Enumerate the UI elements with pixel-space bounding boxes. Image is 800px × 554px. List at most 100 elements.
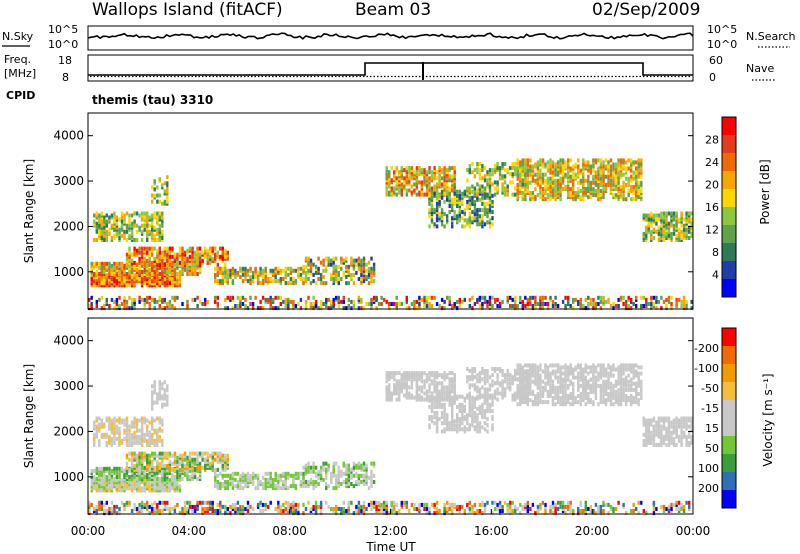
echo-cell <box>453 375 456 380</box>
echo-cell <box>531 306 535 311</box>
echo-cell <box>158 199 161 204</box>
echo-cell <box>128 252 131 257</box>
echo-cell <box>443 395 446 400</box>
echo-cell <box>151 221 154 226</box>
echo-cell <box>662 227 666 232</box>
echo-cell <box>582 187 585 191</box>
echo-cell <box>110 277 114 282</box>
echo-cell <box>690 211 693 216</box>
echo-cell <box>95 488 98 493</box>
echo-cell <box>476 195 479 200</box>
echo-cell <box>423 371 426 376</box>
echo-cell <box>526 297 529 302</box>
echo-cell <box>491 204 494 208</box>
echo-cell <box>171 475 174 479</box>
echo-cell <box>657 299 661 304</box>
echo-cell <box>143 436 146 441</box>
echo-cell <box>619 168 623 173</box>
echo-cell <box>572 178 575 183</box>
echo-cell <box>443 375 446 380</box>
echo-cell <box>503 387 507 392</box>
echo-cell <box>105 432 108 437</box>
echo-cell <box>453 394 456 399</box>
echo-cell <box>191 459 194 464</box>
echo-cell <box>259 480 262 484</box>
echo-cell <box>95 304 98 308</box>
echo-cell <box>637 168 640 173</box>
echo-cell <box>292 302 295 306</box>
echo-cell <box>531 379 535 384</box>
echo-cell <box>534 302 537 306</box>
echo-cell <box>645 213 648 218</box>
echo-cell <box>128 451 131 456</box>
echo-cell <box>143 256 146 261</box>
echo-cell <box>680 236 683 240</box>
echo-cell <box>632 191 635 195</box>
echo-cell <box>521 304 524 308</box>
echo-cell <box>372 461 376 466</box>
echo-cell <box>309 465 313 470</box>
echo-cell <box>526 392 529 396</box>
echo-cell <box>204 463 207 468</box>
echo-cell <box>425 170 429 175</box>
echo-cell <box>261 268 265 273</box>
echo-cell <box>551 178 555 183</box>
echo-cell <box>672 217 676 222</box>
echo-cell <box>115 418 119 423</box>
echo-cell <box>400 188 403 193</box>
echo-cell <box>536 193 540 198</box>
echo-cell <box>151 283 154 288</box>
echo-cell <box>193 256 197 261</box>
echo-cell <box>569 168 572 173</box>
echo-cell <box>178 260 182 265</box>
echo-cell <box>337 465 340 470</box>
echo-cell <box>261 486 265 491</box>
echo-cell <box>370 279 373 284</box>
echo-cell <box>125 299 129 304</box>
echo-cell <box>519 367 522 372</box>
echo-cell <box>337 281 340 286</box>
echo-cell <box>393 186 396 191</box>
echo-cell <box>133 416 136 421</box>
echo-cell <box>365 465 368 470</box>
echo-cell <box>332 302 335 306</box>
echo-cell <box>425 377 429 382</box>
echo-cell <box>632 187 635 191</box>
echo-cell <box>113 477 116 481</box>
echo-cell <box>151 453 154 458</box>
echo-cell <box>546 164 550 169</box>
echo-cell <box>549 295 552 300</box>
echo-cell <box>582 182 585 187</box>
echo-cell <box>612 306 615 311</box>
echo-cell <box>140 468 144 473</box>
echo-cell <box>433 224 436 229</box>
echo-cell <box>546 400 550 405</box>
echo-cell <box>312 469 315 474</box>
echo-cell <box>561 187 565 191</box>
echo-cell <box>420 385 424 390</box>
echo-cell <box>466 204 469 208</box>
echo-cell <box>299 471 303 476</box>
echo-cell <box>221 453 224 458</box>
echo-cell <box>403 393 406 398</box>
echo-cell <box>130 488 134 493</box>
echo-cell <box>451 371 454 376</box>
echo-cell <box>440 193 444 198</box>
echo-cell <box>539 363 542 368</box>
echo-cell <box>299 480 303 484</box>
echo-cell <box>635 166 638 171</box>
echo-cell <box>619 184 623 189</box>
echo-cell <box>521 306 524 311</box>
power-colorbar-tick-label: 8 <box>712 246 719 259</box>
echo-cell <box>123 279 126 284</box>
echo-cell <box>224 463 227 468</box>
echo-cell <box>516 172 519 177</box>
echo-cell <box>496 304 499 308</box>
echo-cell <box>478 304 482 308</box>
echo-cell <box>539 394 542 398</box>
echo-cell <box>440 189 444 194</box>
echo-cell <box>90 295 93 300</box>
echo-cell <box>173 283 177 288</box>
echo-cell <box>640 182 643 187</box>
echo-cell <box>216 254 219 259</box>
